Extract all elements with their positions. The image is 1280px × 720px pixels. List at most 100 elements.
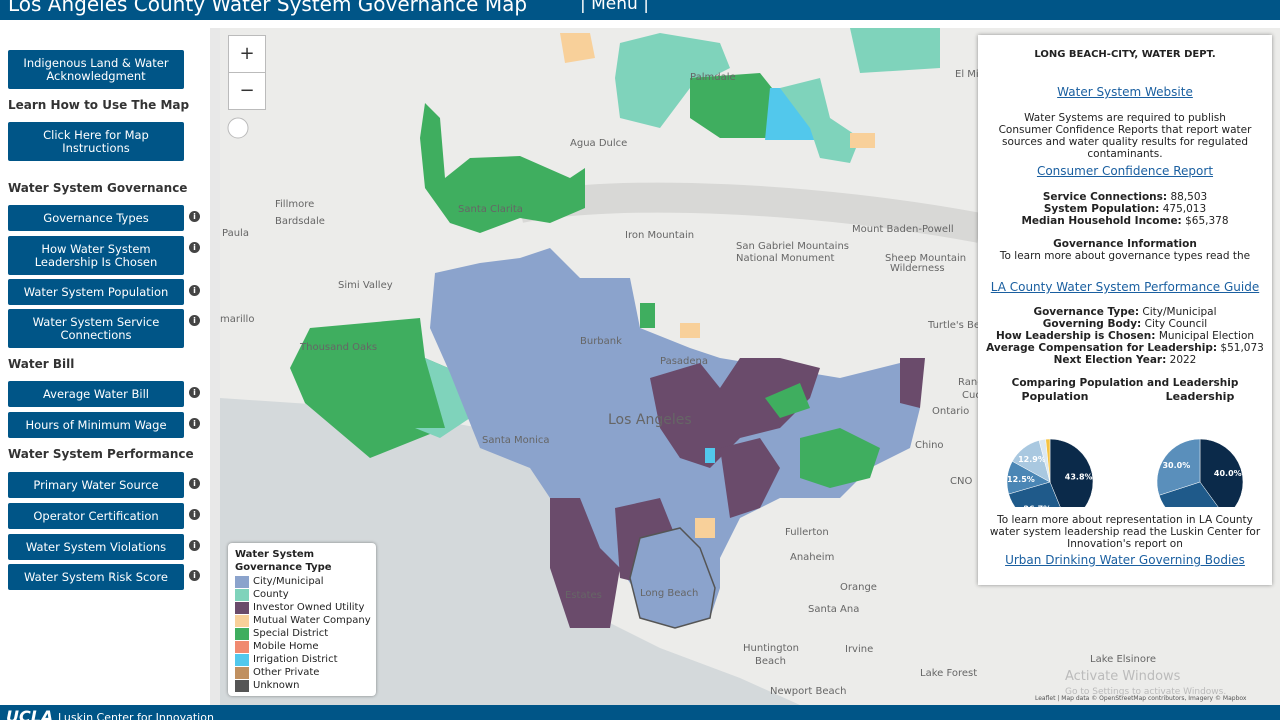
stat-label: Governance Type: <box>1033 306 1140 318</box>
place-label: marillo <box>220 314 254 325</box>
place-label: Ontario <box>932 406 969 417</box>
stat-value: $65,378 <box>1185 215 1229 227</box>
info-icon[interactable]: i <box>189 509 200 520</box>
info-icon[interactable]: i <box>189 387 200 398</box>
pie-title: Leadership <box>1166 390 1235 403</box>
info-icon[interactable]: i <box>189 211 200 222</box>
legend-title: Water System <box>235 549 315 560</box>
legend-title: Governance Type <box>235 562 332 573</box>
info-icon[interactable]: i <box>189 570 200 581</box>
pie-slice <box>1199 438 1244 507</box>
place-label: Mount Baden-Powell <box>852 224 954 235</box>
section-heading: Water System Performance <box>8 447 194 461</box>
legend-label: Mutual Water Company <box>253 615 371 626</box>
info-icon[interactable]: i <box>189 242 200 253</box>
zoom-in[interactable]: + <box>228 35 266 73</box>
place-label: Paula <box>222 228 249 239</box>
legend-swatch <box>235 615 249 627</box>
menu-button[interactable]: Primary Water Source <box>8 472 184 498</box>
search-button[interactable] <box>227 117 249 139</box>
place-label: Huntington <box>743 643 799 654</box>
district <box>780 78 860 163</box>
district <box>290 318 460 458</box>
menu-button[interactable]: Click Here for Map Instructions <box>8 122 184 161</box>
district <box>720 438 780 518</box>
pie-label: 30.0% <box>1177 506 1205 507</box>
stat-label: System Population: <box>1043 203 1160 215</box>
district <box>615 33 730 128</box>
district <box>695 518 715 538</box>
info-panel: LONG BEACH-CITY, WATER DEPT. Water System… <box>978 35 1272 585</box>
legend-label: Investor Owned Utility <box>253 602 365 613</box>
stat-label: Median Household Income: <box>1021 215 1182 227</box>
place-label: Fullerton <box>785 527 829 538</box>
pie-slice <box>1049 438 1094 507</box>
stat-row: Service Connections: 88,503 <box>978 191 1272 203</box>
menu-button[interactable]: Average Water Bill <box>8 381 184 407</box>
info-icon[interactable]: i <box>189 315 200 326</box>
legend-label: Irrigation District <box>253 654 338 665</box>
menu-button[interactable]: How Water System Leadership Is Chosen <box>8 236 184 275</box>
menu-button[interactable]: Governance Types <box>8 205 184 231</box>
menu-button[interactable]: Indigenous Land & Water Acknowledgment <box>8 50 184 89</box>
stat-value: City Council <box>1144 318 1208 330</box>
place-label: Sheep Mountain <box>885 253 966 264</box>
header: Los Angeles County Water System Governan… <box>0 0 1280 20</box>
menu-button[interactable]: Water System Risk Score <box>8 564 184 590</box>
place-label: Newport Beach <box>770 686 846 697</box>
district <box>800 428 880 488</box>
stat-value: Municipal Election <box>1158 330 1255 342</box>
stat-label: Next Election Year: <box>1053 354 1167 366</box>
menu-button[interactable]: Water System Violations <box>8 534 184 560</box>
place-label: Bardsdale <box>275 216 325 227</box>
district <box>850 133 875 148</box>
link[interactable]: Urban Drinking Water Governing Bodies <box>1005 553 1245 567</box>
link[interactable]: LA County Water System Performance Guide <box>990 280 1260 294</box>
heading: Governance Information <box>1053 238 1197 250</box>
org-name: Luskin Center for Innovation <box>58 711 214 720</box>
district <box>560 33 595 63</box>
link[interactable]: Water System Website <box>1057 85 1193 99</box>
stat-value: City/Municipal <box>1142 306 1217 318</box>
stat-value: 2022 <box>1169 354 1197 366</box>
info-icon[interactable]: i <box>189 540 200 551</box>
district <box>550 498 620 628</box>
menu-button[interactable]: Water System Population <box>8 279 184 305</box>
legend-label: Other Private <box>253 667 320 678</box>
legend-swatch <box>235 628 249 640</box>
place-label: Agua Dulce <box>570 138 627 149</box>
legend: Water System Governance Type City/Municipa… <box>228 543 376 696</box>
district <box>765 383 810 418</box>
stat-label: Service Connections: <box>1042 191 1168 203</box>
menu-button[interactable]: Water System Service Connections <box>8 309 184 348</box>
stat-label: Average Compensation for Leadership: <box>986 342 1218 354</box>
pie-label: 12.9% <box>1018 455 1046 464</box>
district <box>680 323 700 338</box>
place-label: National Monument <box>736 253 835 264</box>
place-label: Rancho <box>958 377 995 388</box>
pie-charts: Population 43.8% 26.7% 12.5% 12.9% Leadership… <box>1006 390 1244 507</box>
watermark: Go to Settings to activate Windows. <box>1065 687 1226 697</box>
pie-slice <box>1156 438 1201 496</box>
info-icon[interactable]: i <box>189 285 200 296</box>
stat-row: Governing Body: City Council <box>978 318 1272 330</box>
text: Water Systems are required to publish Co… <box>998 112 1252 160</box>
district <box>705 448 715 463</box>
attribution: Leaflet | Map data © OpenStreetMap contr… <box>1035 695 1247 702</box>
stat-row: Governance Type: City/Municipal <box>978 306 1272 318</box>
legend-label: City/Municipal <box>253 576 324 587</box>
menu-button[interactable]: Hours of Minimum Wage <box>8 412 184 438</box>
selected-district[interactable] <box>629 527 716 629</box>
zoom-out[interactable]: − <box>228 72 266 110</box>
place-label: Pasadena <box>660 356 708 367</box>
info-icon[interactable]: i <box>189 478 200 489</box>
district <box>420 103 585 233</box>
menu-button[interactable]: Operator Certification <box>8 503 184 529</box>
legend-swatch <box>235 667 249 679</box>
link[interactable]: Consumer Confidence Report <box>1036 164 1214 178</box>
pie-label: 43.8% <box>1065 472 1093 481</box>
menu[interactable]: | Menu | <box>580 0 649 14</box>
info-icon[interactable]: i <box>189 418 200 429</box>
pie-label: 12.5% <box>1007 475 1035 484</box>
